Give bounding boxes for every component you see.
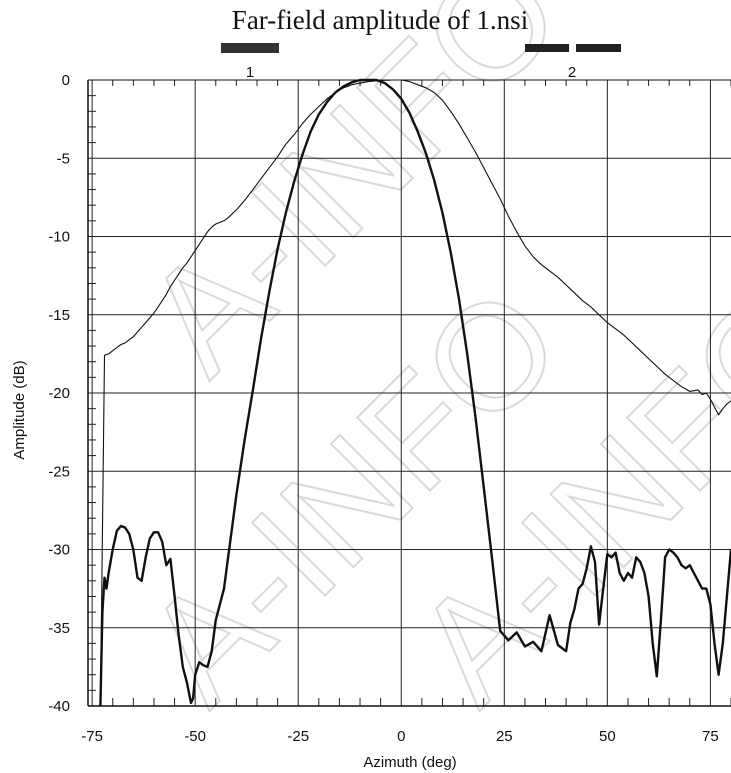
x-tick-label: 25 — [496, 728, 513, 745]
series-layer — [99, 78, 731, 707]
y-axis-label: Amplitude (dB) — [11, 360, 28, 459]
y-tick-label: -10 — [48, 229, 70, 246]
series-1-line — [99, 78, 731, 707]
series-2-line — [99, 79, 731, 707]
y-tick-label: -30 — [48, 542, 70, 559]
x-tick-label: -75 — [81, 728, 103, 745]
y-tick-label: 0 — [62, 72, 70, 89]
minor-ticks — [88, 80, 731, 706]
y-tick-labels: 0 -5 -10 -15 -20 -25 -30 -35 -40 — [48, 72, 70, 715]
legend-swatch-2b — [576, 44, 621, 52]
y-tick-label: -20 — [48, 385, 70, 402]
y-tick-label: -35 — [48, 620, 70, 637]
chart-title: Far-field amplitude of 1.nsi — [232, 5, 528, 35]
legend-swatch-2a — [525, 44, 569, 52]
axes — [87, 79, 731, 707]
y-tick-label: -15 — [48, 307, 70, 324]
x-tick-label: 50 — [599, 728, 616, 745]
y-tick-label: -5 — [57, 150, 70, 167]
y-tick-label: -25 — [48, 463, 70, 480]
legend-label-1: 1 — [246, 64, 254, 81]
x-tick-label: 75 — [702, 728, 719, 745]
x-tick-label: -50 — [184, 728, 206, 745]
x-tick-label: 0 — [397, 728, 405, 745]
legend-label-2: 2 — [568, 64, 576, 81]
x-tick-labels: -75 -50 -25 0 25 50 75 — [81, 728, 718, 745]
legend-swatch-1 — [221, 43, 279, 53]
x-axis-label: Azimuth (deg) — [363, 754, 456, 771]
x-tick-label: -25 — [287, 728, 309, 745]
y-tick-label: -40 — [48, 698, 70, 715]
